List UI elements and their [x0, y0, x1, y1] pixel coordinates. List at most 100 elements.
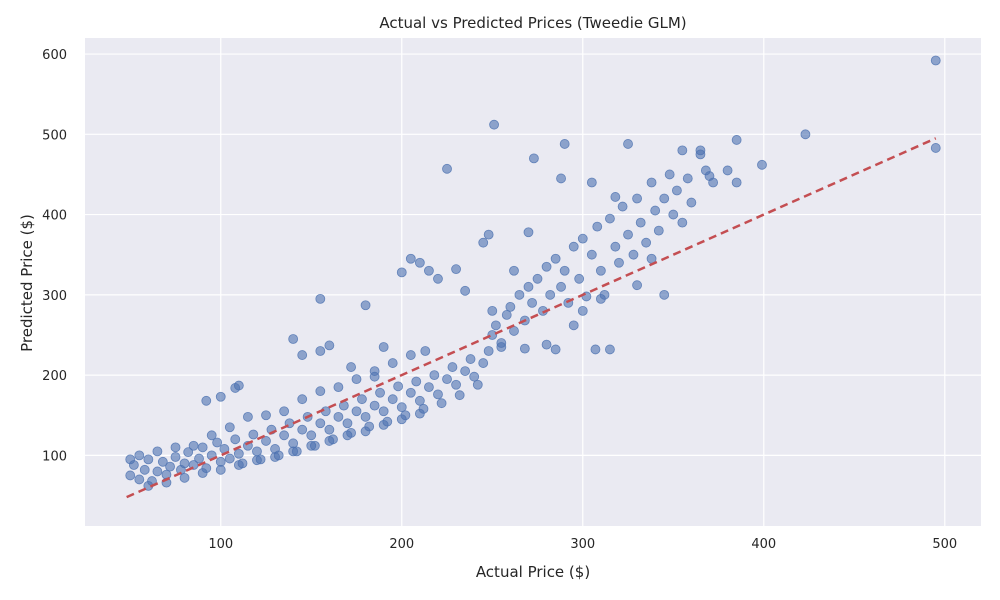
data-point [197, 442, 208, 453]
data-point [369, 371, 380, 382]
data-point [586, 249, 597, 260]
data-point [230, 434, 241, 445]
data-point [930, 55, 941, 66]
data-point [252, 455, 262, 466]
data-point [233, 460, 244, 470]
plot-area [85, 38, 981, 526]
data-point [424, 265, 434, 276]
data-point [324, 340, 335, 351]
data-point [469, 371, 480, 382]
data-point [297, 394, 308, 405]
data-point [529, 153, 539, 164]
data-point [387, 394, 398, 405]
data-point [183, 447, 194, 458]
data-point [324, 436, 335, 446]
data-point [233, 448, 244, 459]
data-point [201, 395, 212, 406]
data-point [396, 414, 407, 425]
data-point [134, 450, 145, 461]
data-point [342, 418, 353, 429]
data-point [442, 163, 452, 174]
data-point [233, 380, 244, 391]
data-point [405, 253, 416, 264]
data-point [509, 265, 519, 276]
data-point [288, 334, 299, 344]
data-point [351, 374, 362, 385]
data-point [433, 389, 443, 400]
data-point [378, 406, 389, 417]
data-point [605, 344, 615, 355]
data-point [414, 395, 425, 406]
data-point [623, 229, 633, 240]
x-axis-label: Actual Price ($) [475, 563, 591, 581]
y-tick-label: 100 [42, 449, 67, 464]
y-tick-label: 500 [42, 128, 67, 143]
data-point [360, 300, 371, 311]
data-point [483, 346, 494, 356]
data-point [375, 387, 385, 398]
data-point [454, 390, 465, 401]
reference-line [126, 137, 937, 499]
data-point [261, 410, 271, 421]
y-tick-label: 400 [42, 209, 67, 224]
data-point [270, 452, 280, 462]
data-point [483, 229, 494, 240]
data-point [659, 193, 670, 204]
data-point [677, 145, 688, 156]
data-point [664, 169, 675, 180]
data-point [451, 379, 461, 390]
data-point [261, 436, 271, 446]
x-axis-ticks: 100 200 300 400 500 [208, 537, 957, 552]
chart-title: Actual vs Predicted Prices (Tweedie GLM) [379, 14, 687, 32]
data-point [523, 227, 534, 238]
data-point [411, 376, 422, 387]
data-point [405, 387, 416, 398]
data-point [152, 466, 163, 477]
data-points [125, 55, 941, 491]
data-point [519, 343, 530, 354]
data-point [650, 205, 661, 216]
data-point [436, 398, 447, 409]
data-point [704, 171, 715, 181]
data-point [559, 265, 570, 276]
y-axis-label: Predicted Price ($) [18, 214, 36, 352]
data-point [930, 143, 941, 153]
data-point [501, 310, 512, 320]
data-point [360, 426, 371, 437]
data-point [586, 177, 597, 188]
data-point [541, 261, 552, 272]
data-point [550, 344, 561, 355]
data-point [514, 289, 525, 300]
data-point [672, 185, 682, 196]
data-point [414, 257, 425, 268]
data-point [429, 370, 440, 381]
data-point [496, 342, 507, 352]
data-point [487, 305, 498, 316]
data-point [194, 453, 204, 464]
y-tick-label: 200 [42, 369, 67, 384]
data-point [595, 293, 606, 304]
data-point [324, 424, 335, 435]
data-point [731, 177, 742, 188]
data-point [478, 358, 489, 368]
data-point [722, 165, 733, 176]
x-tick-label: 400 [751, 537, 776, 552]
data-point [212, 437, 223, 448]
data-point [800, 129, 811, 140]
y-tick-label: 300 [42, 289, 67, 304]
data-point [605, 213, 615, 224]
data-point [315, 418, 326, 429]
data-point [197, 468, 208, 478]
data-point [460, 285, 471, 296]
data-point [414, 408, 425, 419]
data-point [143, 454, 154, 465]
data-point [333, 382, 344, 393]
data-point [559, 139, 570, 149]
data-point [686, 197, 697, 208]
x-tick-label: 300 [570, 537, 595, 552]
data-point [215, 464, 226, 475]
data-point [635, 217, 646, 228]
data-point [134, 474, 145, 485]
data-point [224, 453, 235, 464]
